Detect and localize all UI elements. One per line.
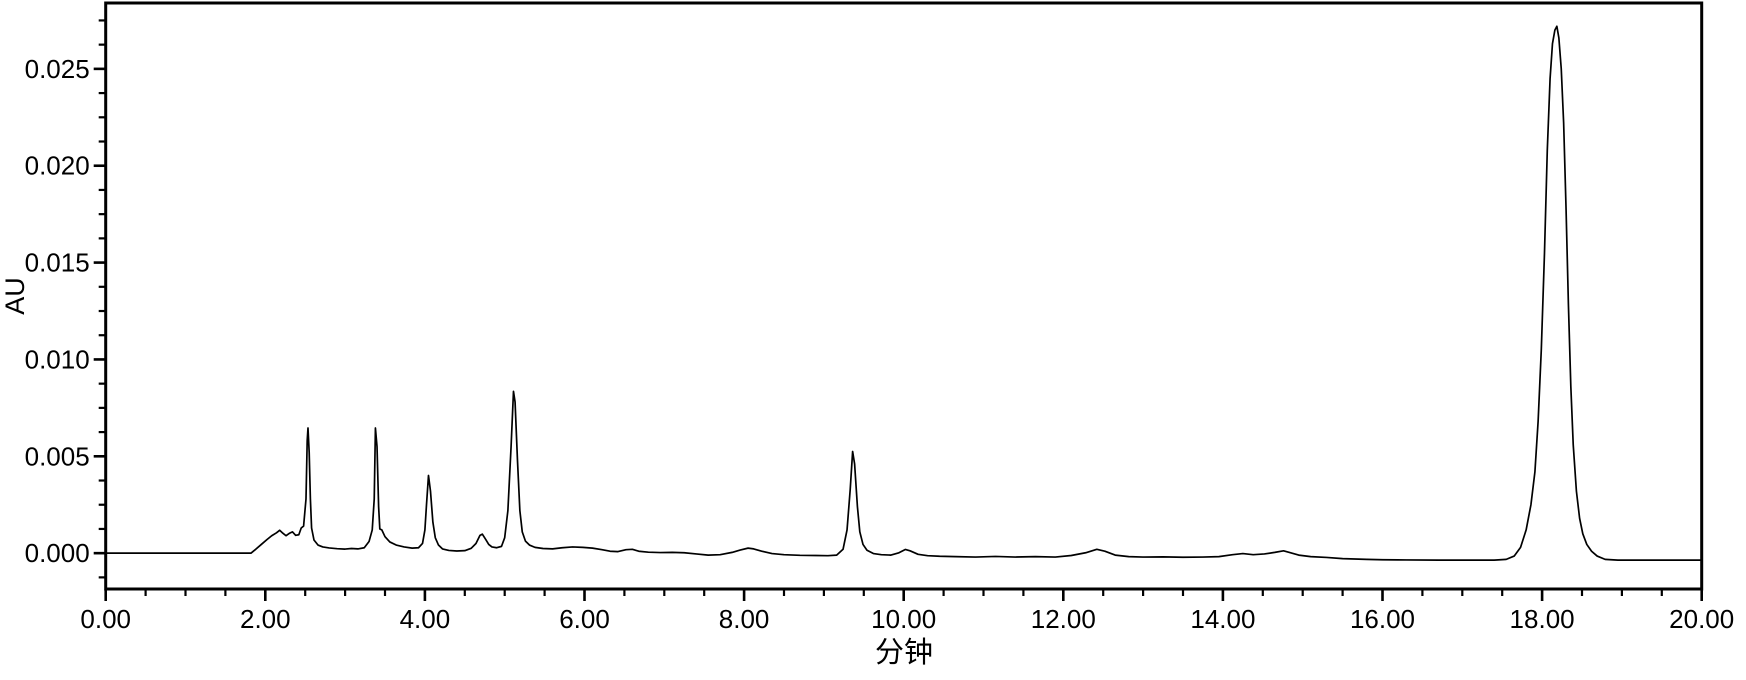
x-tick-label: 20.00 [1669,604,1734,634]
y-axis-title: AU [0,277,30,315]
y-tick-label: 0.015 [25,248,90,278]
y-tick-label: 0.005 [25,441,90,471]
y-tick-label: 0.010 [25,344,90,374]
plot-border [104,1,1704,591]
x-tick-label: 2.00 [240,604,291,634]
x-tick-label: 8.00 [719,604,770,634]
x-tick-label: 10.00 [871,604,936,634]
x-tick-label: 4.00 [400,604,451,634]
y-tick-label: 0.025 [25,54,90,84]
x-tick-label: 18.00 [1510,604,1575,634]
x-axis-title: 分钟 [875,636,933,669]
y-tick-label: 0.020 [25,151,90,181]
y-tick-label: 0.000 [25,538,90,568]
x-tick-label: 14.00 [1190,604,1255,634]
axis-ticks [93,19,1703,601]
x-tick-label: 12.00 [1031,604,1096,634]
x-tick-label: 6.00 [559,604,610,634]
x-tick-label: 16.00 [1350,604,1415,634]
x-tick-label: 0.00 [80,604,131,634]
chromatogram-trace [104,25,1703,561]
axis-tick-labels: 0.00 2.00 4.00 6.00 8.00 10.00 12.00 14.00 16.00… [25,54,1735,634]
